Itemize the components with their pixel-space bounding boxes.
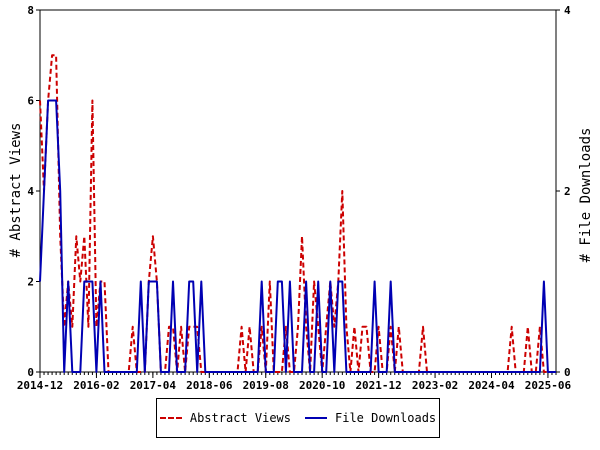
x-tick-label: 2021-12 [355,379,401,392]
x-tick-label: 2017-04 [130,379,177,392]
x-tick-label: 2016-02 [73,379,119,392]
legend-label-file-downloads: File Downloads [335,411,437,425]
right-tick-label: 2 [564,185,571,198]
legend-swatch-dashed-red [159,417,182,419]
legend-item-file-downloads: File Downloads [305,411,436,425]
x-tick-label: 2014-12 [17,379,63,392]
left-tick-label: 2 [27,276,34,289]
file-downloads-line [39,99,556,373]
right-axis-title: # File Downloads [578,128,594,263]
x-tick-label: 2024-04 [468,379,515,392]
right-tick-label: 4 [564,4,571,17]
right-tick-label: 0 [564,366,571,379]
series-layer [39,54,556,373]
legend-label-abstract-views: Abstract Views [189,411,291,425]
x-tick-label: 2018-06 [186,379,233,392]
abstract-views-line [39,54,556,373]
left-tick-label: 6 [27,95,34,108]
legend-item-abstract-views: Abstract Views [159,411,291,425]
left-axis-ticks: 0 2 4 6 8 [27,4,40,379]
left-tick-label: 0 [27,366,34,379]
x-axis-ticks: 2014-12 2016-02 2017-04 2018-06 2019-08 2020-… [17,372,572,392]
x-tick-label: 2025-06 [525,379,572,392]
x-tick-label: 2023-02 [412,379,458,392]
left-axis-title: # Abstract Views [8,123,24,258]
legend: Abstract Views File Downloads [156,398,440,438]
left-tick-label: 8 [27,4,34,17]
right-axis-ticks: 0 2 4 [556,4,571,379]
x-tick-label: 2020-10 [299,379,345,392]
x-tick-label: 2019-08 [243,379,289,392]
left-tick-label: 4 [27,185,34,198]
legend-swatch-solid-blue [305,417,327,419]
